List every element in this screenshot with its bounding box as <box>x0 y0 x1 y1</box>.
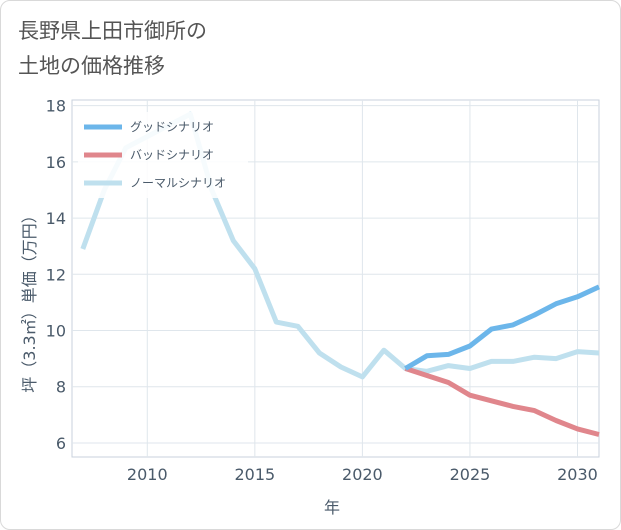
y-tick-label: 12 <box>46 265 66 284</box>
title-line-2: 土地の価格推移 <box>18 54 165 78</box>
y-tick-labels: 6 8 10 12 14 16 18 <box>46 97 66 453</box>
x-tick-label: 2010 <box>127 465 168 484</box>
y-axis-label: 坪（3.3㎡）単価（万円） <box>20 207 39 392</box>
series-line-1 <box>404 366 600 437</box>
y-tick-label: 14 <box>46 209 66 228</box>
x-tick-label: 2025 <box>450 465 491 484</box>
y-tick-label: 8 <box>56 378 66 397</box>
x-tick-label: 2030 <box>557 465 598 484</box>
x-axis-label: 年 <box>324 498 340 517</box>
x-tick-label: 2020 <box>342 465 383 484</box>
series-line-0 <box>404 284 601 371</box>
legend-label-2: ノーマルシナリオ <box>130 176 226 190</box>
grid-lines <box>72 100 599 457</box>
y-tick-label: 16 <box>46 153 66 172</box>
x-tick-label: 2015 <box>234 465 275 484</box>
y-tick-label: 6 <box>56 434 66 453</box>
legend-label-1: バッドシナリオ <box>130 148 214 162</box>
chart-title: 長野県上田市御所の 土地の価格推移 <box>18 14 207 84</box>
title-line-1: 長野県上田市御所の <box>18 19 207 43</box>
y-tick-label: 18 <box>46 97 66 116</box>
legend-label-0: グッドシナリオ <box>130 120 214 134</box>
x-tick-labels: 2010 2015 2020 2025 2030 <box>127 465 598 484</box>
y-tick-label: 10 <box>46 322 66 341</box>
